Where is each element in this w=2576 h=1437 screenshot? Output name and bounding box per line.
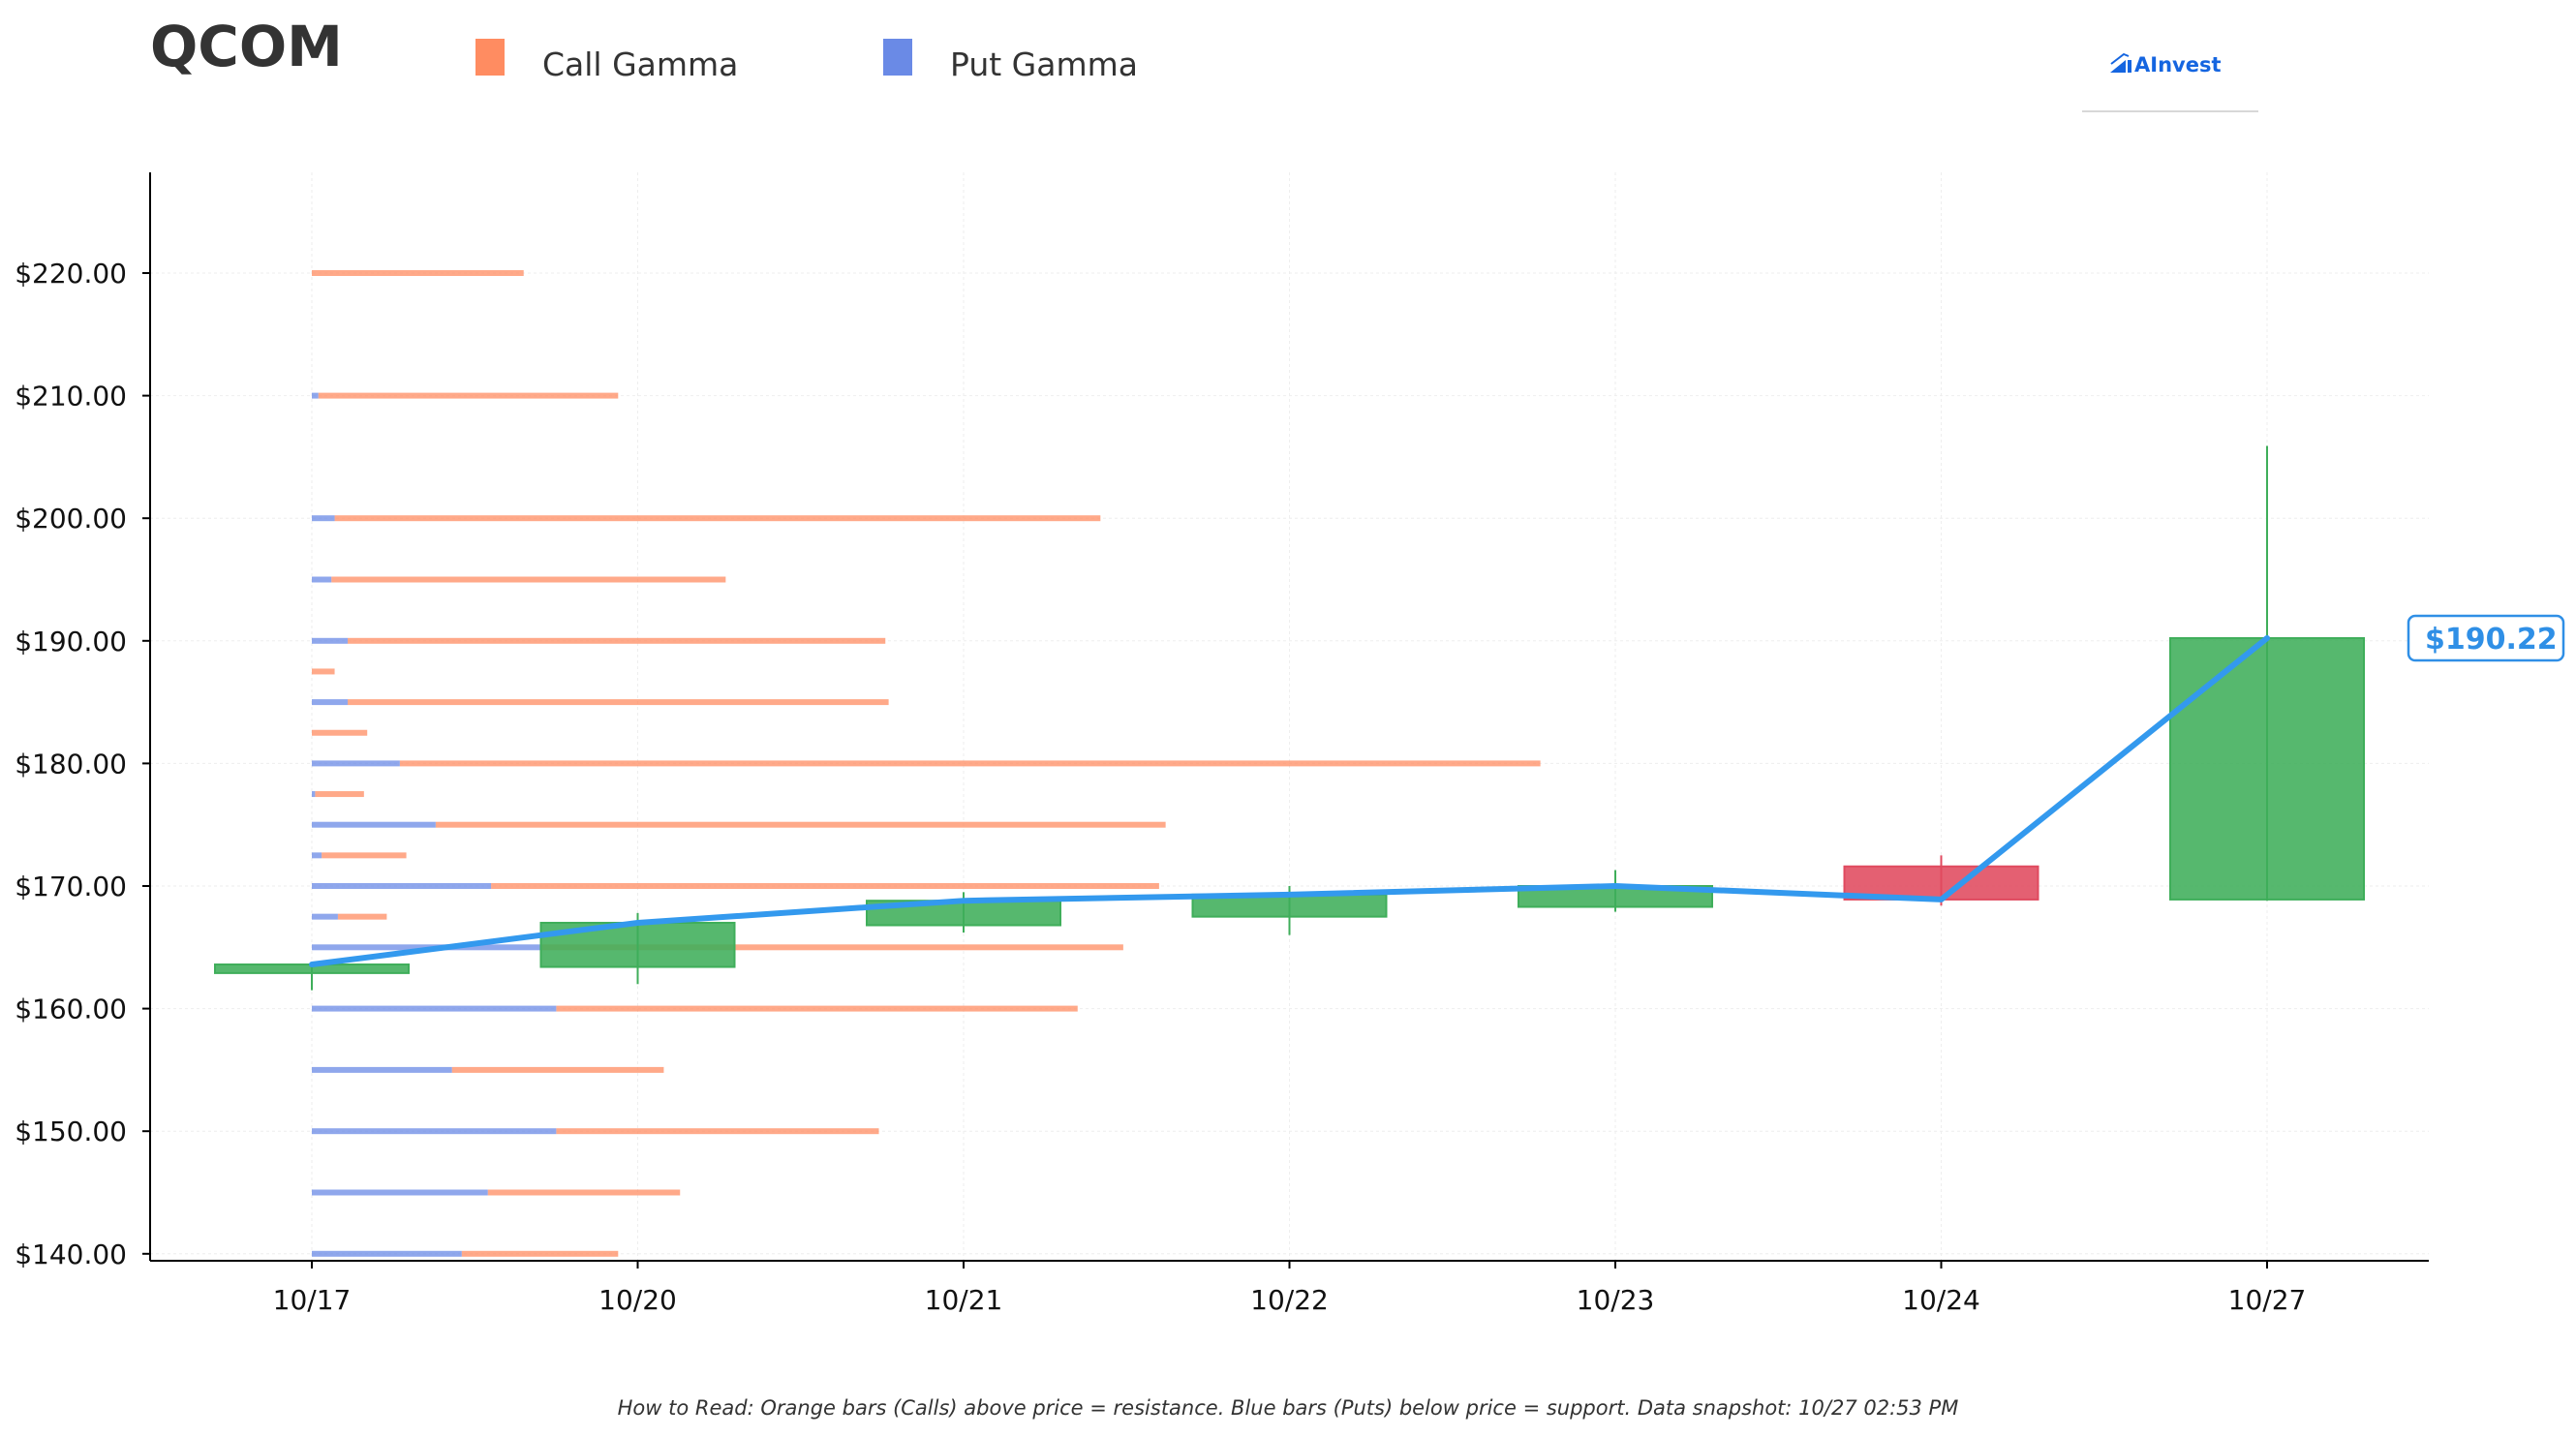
y-tick-label: $150.00	[15, 1116, 127, 1147]
put-gamma-bar	[312, 515, 335, 522]
call-gamma-bar	[312, 668, 335, 675]
logo-chart-icon	[2110, 52, 2131, 73]
put-gamma-bar	[312, 1005, 557, 1012]
put-gamma-bar	[312, 883, 492, 889]
y-tick-label: $220.00	[15, 258, 127, 290]
how-to-read-note: How to Read: Orange bars (Calls) above p…	[618, 1396, 1959, 1420]
call-gamma-bar	[315, 791, 364, 798]
last-price-callout: $190.22	[2407, 614, 2565, 662]
candle-body	[2169, 637, 2365, 901]
call-gamma-bar	[435, 821, 1166, 828]
y-tick-label: $180.00	[15, 748, 127, 780]
call-gamma-bar	[348, 699, 889, 706]
y-tick-label: $190.00	[15, 626, 127, 657]
axes: $140.00 $150.00 $160.00 $170.00 $180.00 $190.…	[15, 172, 2429, 1316]
y-tick-label: $160.00	[15, 994, 127, 1025]
x-tick-label: 10/23	[1577, 1284, 1655, 1316]
call-gamma-bar	[451, 1066, 664, 1073]
call-gamma-bar	[318, 392, 619, 399]
logo-text: AInvest	[2134, 53, 2222, 76]
legend: Call Gamma Put Gamma	[475, 39, 1138, 83]
ainvest-logo: AInvest	[2082, 52, 2258, 112]
put-gamma-bar	[312, 852, 322, 859]
legend-call-gamma: Call Gamma	[542, 46, 738, 83]
put-gamma-bar	[312, 576, 332, 583]
grid	[150, 172, 2429, 1261]
call-gamma-bar	[312, 270, 524, 276]
put-gamma-bar	[312, 913, 338, 920]
put-gamma-bar	[312, 821, 436, 828]
call-gamma-bar	[461, 1250, 619, 1257]
x-tick-label: 10/22	[1250, 1284, 1329, 1316]
last-price-label: $190.22	[2425, 623, 2558, 657]
put-gamma-bar	[312, 1066, 452, 1073]
x-tick-label: 10/20	[598, 1284, 677, 1316]
call-gamma-bar	[491, 883, 1159, 889]
call-gamma-bar	[556, 1128, 879, 1135]
y-tick-label: $200.00	[15, 503, 127, 535]
call-gamma-bar	[348, 637, 886, 644]
ticker-title: QCOM	[150, 14, 343, 79]
put-gamma-swatch	[883, 39, 912, 76]
put-gamma-bar	[312, 760, 400, 767]
call-gamma-bar	[331, 576, 726, 583]
x-tick-label: 10/27	[2228, 1284, 2307, 1316]
put-gamma-bar	[312, 1189, 488, 1196]
x-tick-label: 10/21	[925, 1284, 1003, 1316]
x-tick-label: 10/17	[273, 1284, 352, 1316]
y-tick-label: $140.00	[15, 1238, 127, 1270]
call-gamma-bar	[337, 913, 387, 920]
call-gamma-bar	[399, 760, 1541, 767]
put-gamma-bar	[312, 392, 319, 399]
close-price-line	[309, 635, 2270, 968]
y-tick-label: $210.00	[15, 381, 127, 413]
call-gamma-bar	[334, 515, 1101, 522]
call-gamma-bar	[312, 729, 368, 736]
call-gamma-swatch	[475, 39, 505, 76]
x-tick-label: 10/24	[1902, 1284, 1980, 1316]
put-gamma-bar	[312, 791, 316, 798]
call-gamma-bar	[487, 1189, 681, 1196]
call-gamma-bar	[322, 852, 407, 859]
y-tick-label: $170.00	[15, 871, 127, 902]
put-gamma-bar	[312, 1128, 557, 1135]
call-gamma-bar	[556, 1005, 1078, 1012]
call-gamma-bar	[539, 944, 1123, 951]
close-line	[309, 635, 2270, 968]
last-price-box	[2407, 614, 2565, 662]
put-gamma-bar	[312, 637, 349, 644]
gamma-bars	[312, 270, 1541, 1257]
legend-put-gamma: Put Gamma	[950, 46, 1138, 83]
put-gamma-bar	[312, 699, 349, 706]
put-gamma-bar	[312, 1250, 462, 1257]
